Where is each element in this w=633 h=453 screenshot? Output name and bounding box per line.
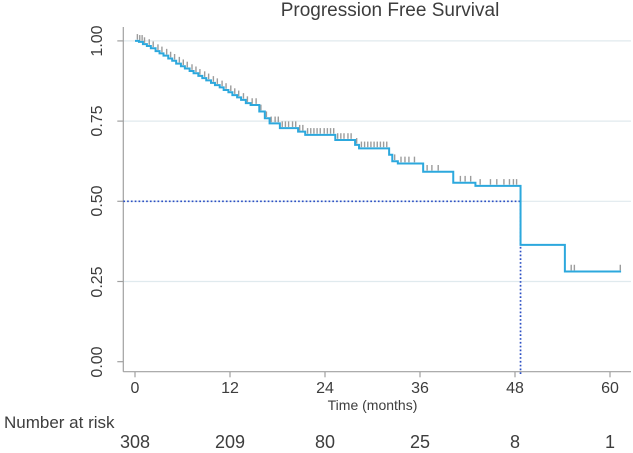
number-at-risk-value: 8 — [509, 432, 520, 452]
number-at-risk-label: Number at risk — [4, 413, 115, 432]
number-at-risk-value: 80 — [314, 432, 336, 452]
y-axis-tick-label: 0.25 — [89, 265, 106, 298]
x-axis-title: Time (months) — [327, 397, 418, 413]
x-axis-tick-label: 60 — [601, 380, 619, 397]
x-axis-tick-label: 36 — [411, 380, 429, 397]
x-axis-tick-label: 24 — [316, 380, 334, 397]
y-axis-tick-label: 1.00 — [89, 25, 106, 57]
x-axis-tick-label: 48 — [506, 380, 524, 397]
y-axis-tick-label: 0.75 — [89, 105, 106, 137]
number-at-risk-value: 308 — [119, 432, 151, 452]
number-at-risk-value: 25 — [409, 432, 431, 452]
y-axis-tick-label: 0.00 — [89, 346, 106, 378]
chart-title: Progression Free Survival — [280, 0, 500, 21]
x-axis-tick-label: 12 — [221, 380, 239, 397]
number-at-risk-value: 209 — [214, 432, 246, 452]
y-axis-tick-label: 0.50 — [89, 185, 106, 217]
x-axis-tick-label: 0 — [130, 380, 140, 397]
number-at-risk-value: 1 — [604, 432, 615, 452]
